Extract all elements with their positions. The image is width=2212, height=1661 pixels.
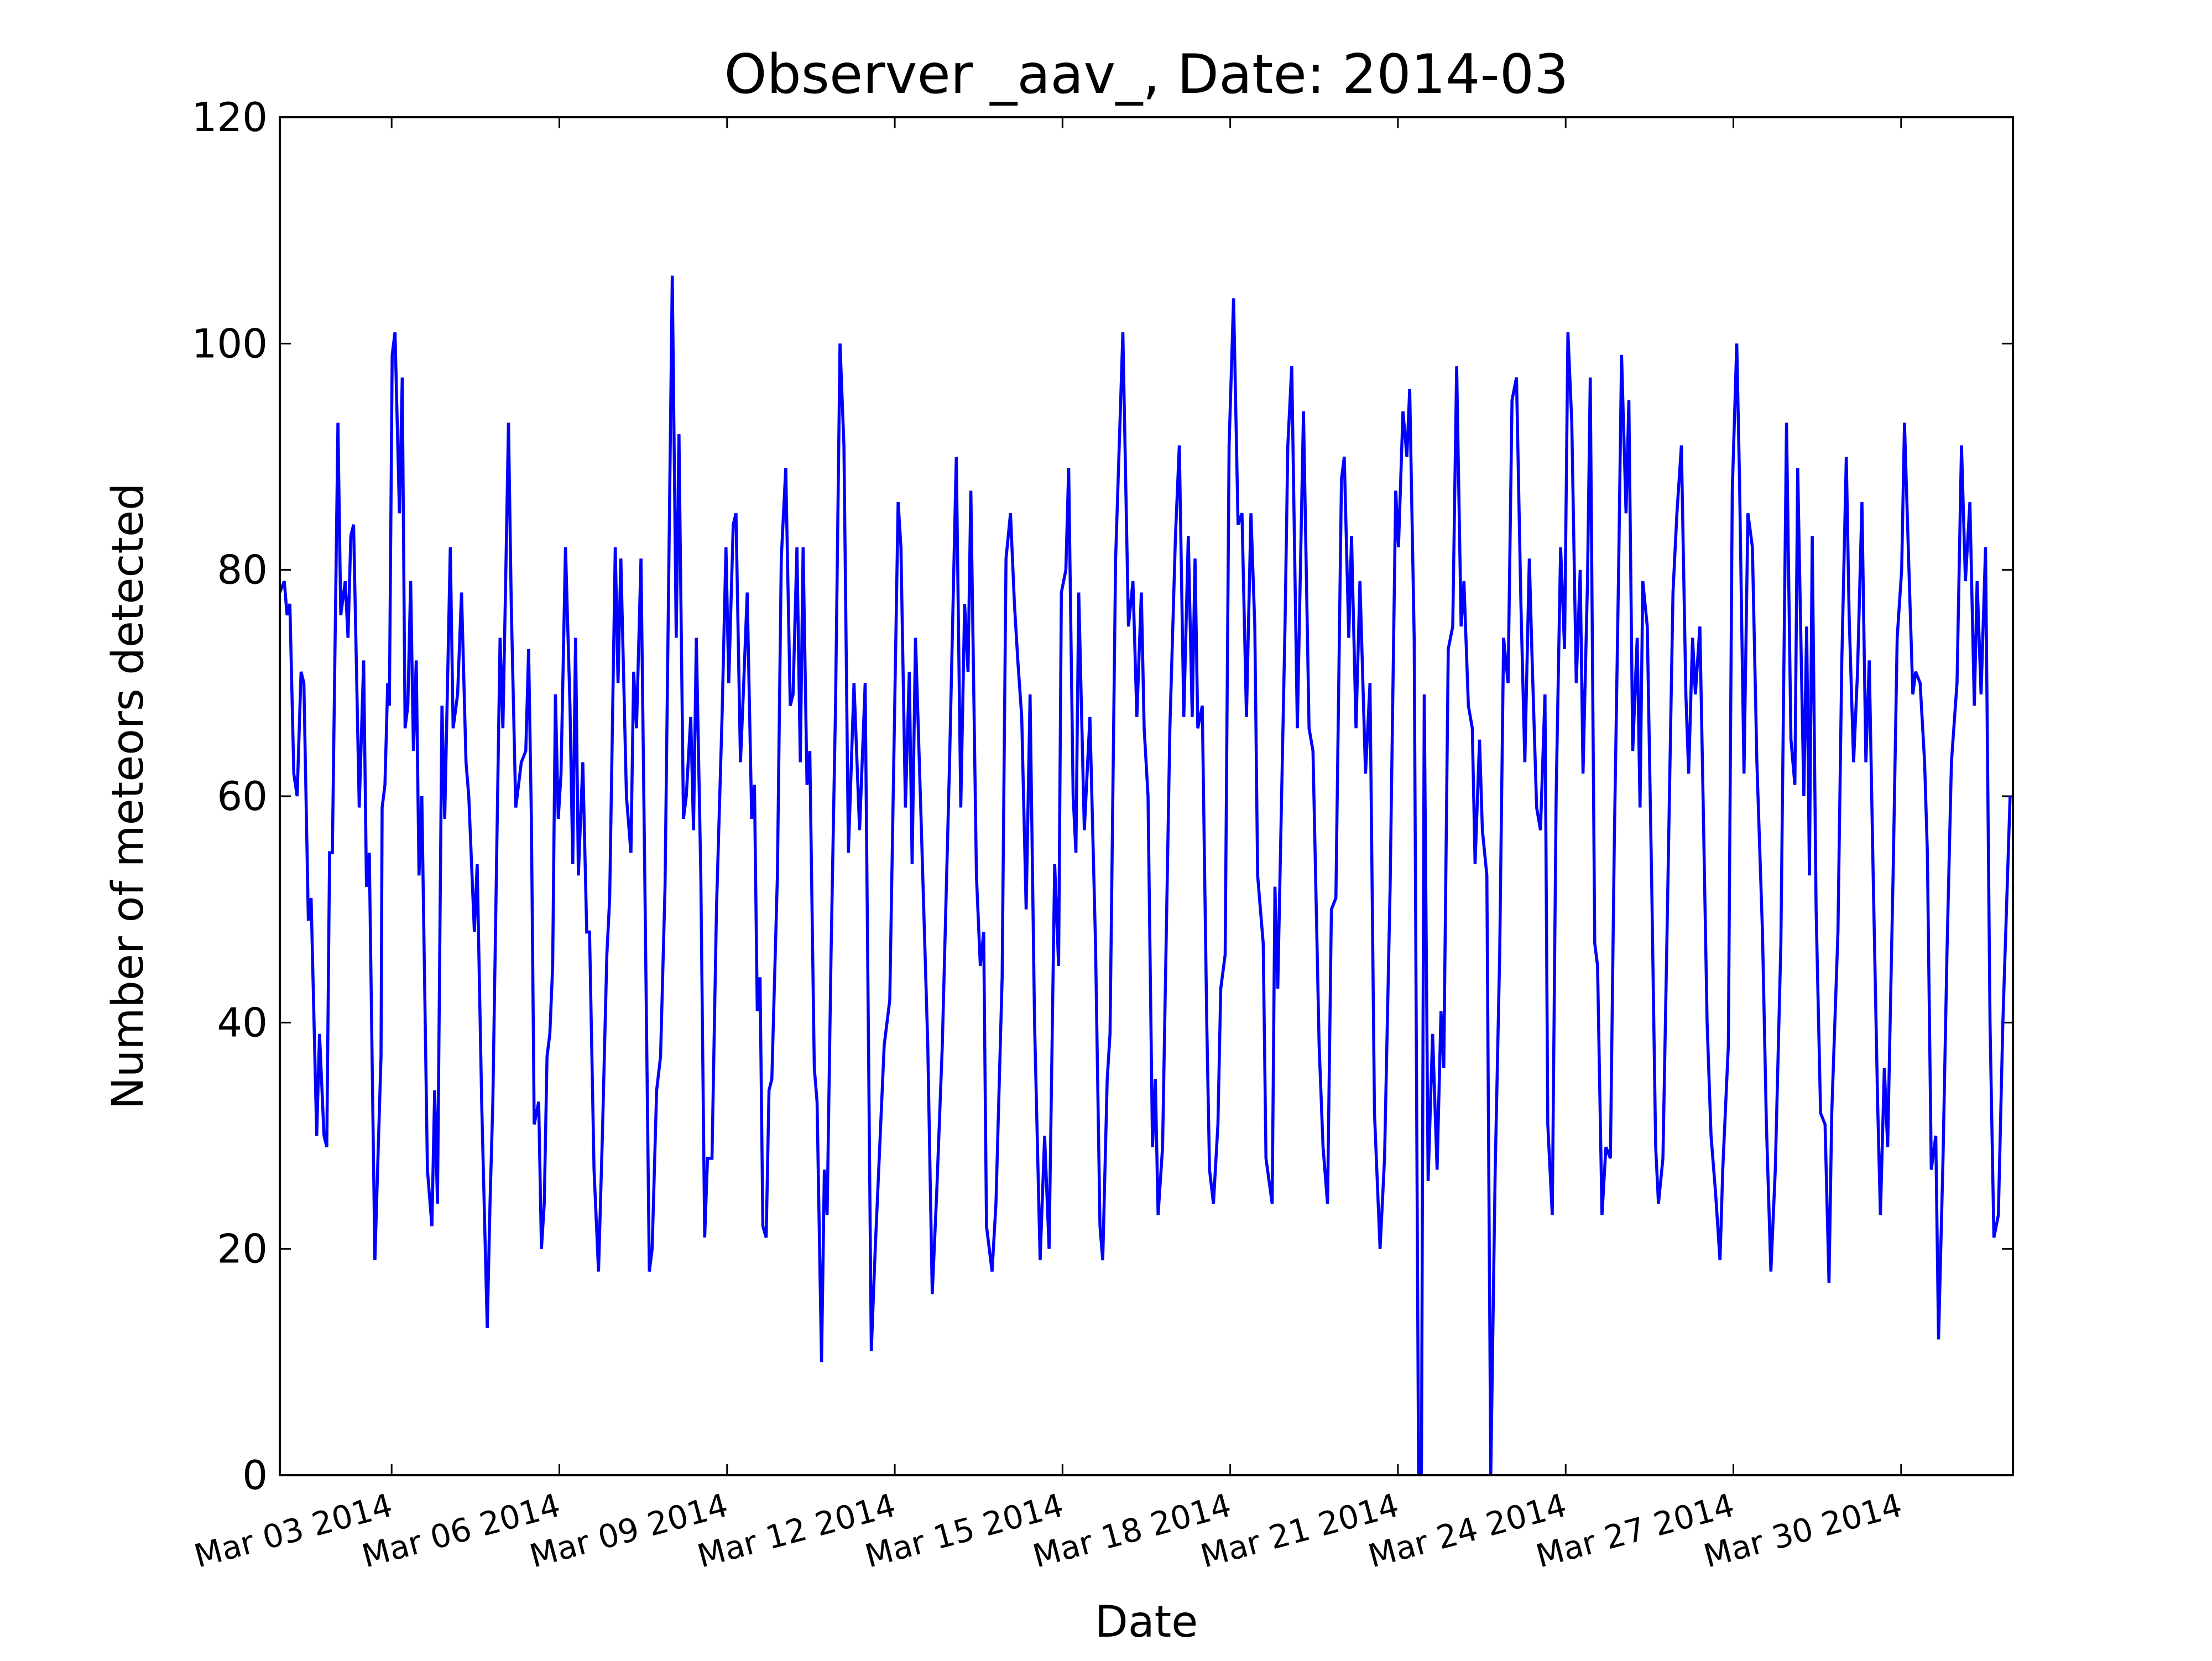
y-axis-label: Number of meteors detected — [103, 483, 153, 1110]
y-tick-label: 20 — [217, 1226, 268, 1272]
y-tick-label: 60 — [217, 773, 268, 819]
y-tick-label: 0 — [242, 1452, 268, 1498]
data-line — [280, 275, 2012, 1475]
plot-frame — [279, 116, 2014, 1476]
y-tick-label: 40 — [217, 999, 268, 1046]
chart-title: Observer _aav_, Date: 2014-03 — [724, 43, 1569, 106]
x-axis-label: Date — [1095, 1597, 1198, 1647]
y-tick-label: 100 — [192, 320, 268, 367]
y-tick-label: 120 — [192, 94, 268, 140]
y-tick-label: 80 — [217, 547, 268, 593]
